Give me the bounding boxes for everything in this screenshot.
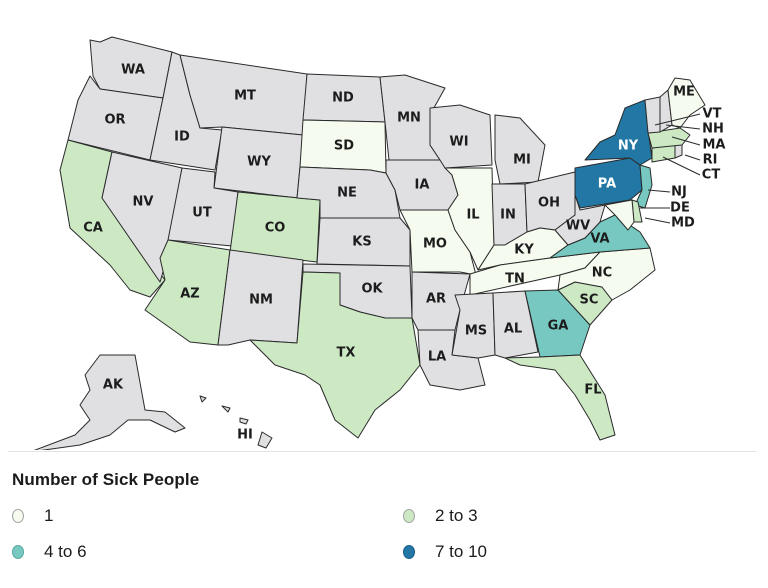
state-MD[interactable]	[604, 199, 635, 231]
state-NC[interactable]	[557, 247, 656, 301]
label-ks: KS	[352, 235, 371, 250]
label-tx: TX	[337, 346, 356, 361]
label-ct: CT	[702, 168, 721, 183]
label-sc: SC	[580, 293, 599, 308]
state-NY[interactable]	[584, 99, 653, 166]
label-id: ID	[174, 130, 190, 145]
legend-label-7-to-10: 7 to 10	[435, 542, 487, 561]
legend-title: Number of Sick People	[12, 470, 200, 489]
legend-swatch-4-to-6-icon	[12, 545, 24, 559]
label-az: AZ	[180, 287, 200, 302]
state-WI[interactable]	[429, 104, 493, 169]
label-wy: WY	[247, 155, 271, 170]
legend-label-2-to-3: 2 to 3	[435, 506, 478, 525]
state-LA[interactable]	[417, 329, 486, 391]
label-ut: UT	[192, 206, 212, 221]
state-FL[interactable]	[504, 354, 616, 441]
state-MI[interactable]	[494, 114, 546, 185]
legend-swatch-1-icon	[12, 509, 24, 523]
legend-item-1: 1	[12, 506, 53, 526]
legend-item-2-to-3: 2 to 3	[403, 506, 478, 526]
label-pa: PA	[598, 177, 616, 192]
us-choropleth-map: WA OR ID MT WY NV UT CA CO AZ NM ND SD N…	[30, 36, 726, 450]
label-md: MD	[671, 216, 695, 231]
label-la: LA	[428, 350, 446, 365]
label-ia: IA	[415, 178, 430, 193]
label-me: ME	[673, 85, 695, 100]
label-mn: MN	[397, 111, 421, 126]
label-in: IN	[500, 208, 516, 223]
leader-ma	[671, 136, 701, 146]
legend-swatch-7-to-10-icon	[403, 545, 415, 559]
legend-item-4-to-6: 4 to 6	[12, 542, 87, 562]
label-sd: SD	[334, 139, 354, 154]
label-vt: VT	[703, 107, 722, 122]
label-de: DE	[670, 201, 690, 216]
label-tn: TN	[505, 272, 525, 287]
state-HI[interactable]	[199, 395, 273, 449]
state-MA[interactable]	[647, 127, 691, 149]
leader-ct	[662, 156, 701, 176]
label-fl: FL	[584, 383, 601, 398]
state-AK[interactable]	[30, 354, 186, 450]
label-nh: NH	[702, 122, 724, 137]
legend-label-4-to-6: 4 to 6	[44, 542, 87, 561]
label-al: AL	[504, 322, 522, 337]
leader-nj	[647, 189, 671, 193]
label-mo: MO	[423, 237, 447, 252]
label-ar: AR	[426, 292, 446, 307]
label-ky: KY	[514, 243, 534, 258]
label-ga: GA	[548, 319, 569, 334]
label-ak: AK	[103, 378, 124, 393]
label-wi: WI	[449, 135, 468, 150]
label-ri: RI	[703, 153, 718, 168]
label-ca: CA	[83, 221, 103, 236]
state-AL[interactable]	[492, 290, 539, 359]
label-nj: NJ	[671, 185, 687, 200]
label-or: OR	[104, 113, 125, 128]
label-il: IL	[466, 208, 479, 223]
label-ms: MS	[465, 324, 487, 339]
label-hi: HI	[237, 428, 253, 443]
state-RI[interactable]	[674, 144, 683, 159]
state-KS[interactable]	[316, 217, 411, 267]
state-NV[interactable]	[101, 151, 183, 283]
label-ok: OK	[361, 282, 383, 297]
leader-ri	[684, 154, 701, 161]
legend-divider	[8, 451, 756, 452]
legend: Number of Sick People 1 2 to 3 4 to 6 7 …	[12, 470, 762, 586]
label-nv: NV	[133, 195, 154, 210]
label-co: CO	[265, 221, 286, 236]
leader-vt	[654, 113, 701, 126]
legend-label-1: 1	[44, 506, 54, 525]
label-oh: OH	[538, 196, 560, 211]
state-GA[interactable]	[524, 289, 591, 358]
label-ma: MA	[703, 138, 726, 153]
legend-item-7-to-10: 7 to 10	[403, 542, 487, 562]
label-ne: NE	[337, 186, 357, 201]
legend-grid: 1 2 to 3 4 to 6 7 to 10	[12, 506, 762, 586]
label-mt: MT	[234, 89, 256, 104]
legend-swatch-2-to-3-icon	[403, 509, 415, 523]
label-mi: MI	[513, 153, 531, 168]
label-wv: WV	[566, 219, 590, 234]
label-ny: NY	[618, 139, 639, 154]
label-nm: NM	[249, 293, 273, 308]
label-va: VA	[590, 232, 609, 247]
leader-md	[644, 217, 671, 224]
label-nc: NC	[592, 266, 612, 281]
state-TX[interactable]	[249, 271, 421, 439]
leader-nh	[665, 124, 701, 130]
state-VT[interactable]	[644, 96, 661, 134]
label-wa: WA	[121, 63, 145, 78]
label-nd: ND	[332, 91, 354, 106]
